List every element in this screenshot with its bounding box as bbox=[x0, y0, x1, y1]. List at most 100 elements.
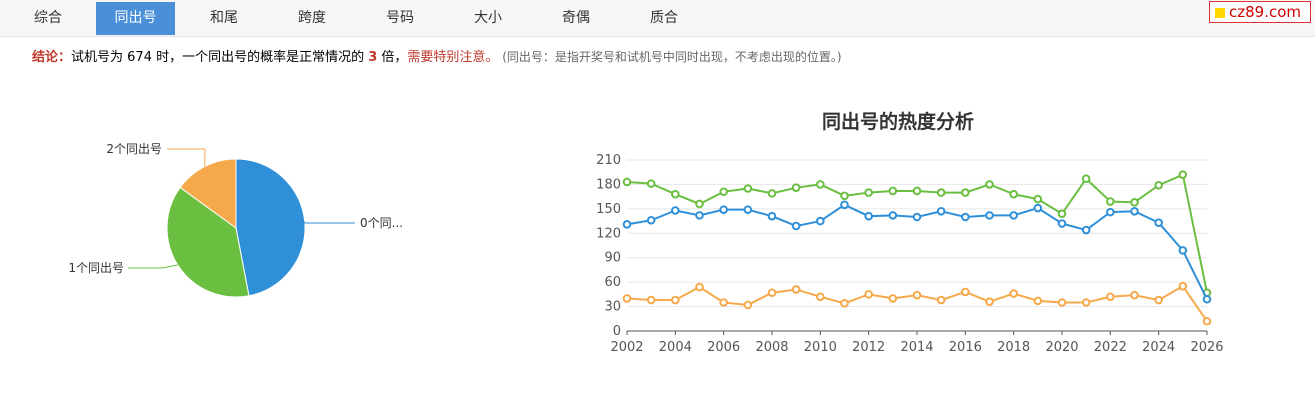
series-1-point[interactable] bbox=[936, 207, 946, 216]
series-2-point[interactable] bbox=[864, 290, 873, 299]
series-0-point[interactable] bbox=[1057, 209, 1067, 219]
series-2-point[interactable] bbox=[767, 288, 777, 298]
series-2-point[interactable] bbox=[1202, 316, 1212, 326]
pie-slice-1-same[interactable] bbox=[166, 186, 250, 298]
series-2-point[interactable] bbox=[719, 298, 728, 307]
series-2-point[interactable] bbox=[646, 295, 656, 305]
series-2-point[interactable] bbox=[1057, 298, 1067, 307]
series-2-point[interactable] bbox=[671, 295, 680, 305]
series-2-point[interactable] bbox=[985, 297, 994, 306]
series-0-point[interactable] bbox=[888, 186, 898, 196]
series-2-point[interactable] bbox=[1009, 289, 1018, 298]
series-1-point[interactable] bbox=[864, 211, 873, 221]
series-1-point[interactable] bbox=[791, 221, 801, 231]
series-1-point[interactable] bbox=[1057, 219, 1067, 228]
series-0-point[interactable] bbox=[1009, 189, 1018, 199]
series-0-point[interactable] bbox=[816, 180, 825, 189]
series-2-point[interactable] bbox=[816, 292, 825, 302]
series-0-point[interactable] bbox=[961, 188, 970, 197]
series-2-point[interactable] bbox=[622, 294, 632, 303]
series-0-point[interactable] bbox=[840, 191, 849, 201]
series-1-point[interactable] bbox=[767, 211, 777, 221]
y-tick-label: 120 bbox=[596, 226, 621, 241]
pie-slice-0-same[interactable] bbox=[235, 158, 306, 297]
series-0-point[interactable] bbox=[767, 189, 777, 198]
series-1-point[interactable] bbox=[888, 211, 898, 220]
y-tick-label: 60 bbox=[604, 275, 621, 290]
series-1-point[interactable] bbox=[840, 200, 849, 210]
tab-span[interactable]: 跨度 bbox=[298, 10, 326, 26]
series-1-point[interactable] bbox=[1154, 218, 1163, 227]
conclusion-multiplier: 3 bbox=[368, 50, 378, 65]
conclusion-text: 试机号为 674 时，一个同出号的概率是正常情况的 bbox=[71, 50, 369, 65]
series-1-point[interactable] bbox=[1033, 203, 1043, 213]
line-chart: 同出号的热度分析 0 30 60 90 120 150 180 210 2002 2004 2006… bbox=[596, 110, 1223, 355]
series-0-point[interactable] bbox=[936, 188, 946, 197]
series-0-point[interactable] bbox=[1106, 197, 1115, 206]
series-2-point[interactable] bbox=[1154, 295, 1163, 305]
series-1-point[interactable] bbox=[985, 211, 994, 220]
series-0-point[interactable] bbox=[743, 184, 753, 193]
series-0-point[interactable] bbox=[912, 186, 922, 196]
conclusion-text-2: 倍， bbox=[377, 50, 408, 65]
series-1-point[interactable] bbox=[622, 220, 632, 229]
series-0-point[interactable] bbox=[1178, 170, 1188, 179]
x-tick-label: 2016 bbox=[949, 340, 982, 355]
series-2-point[interactable] bbox=[791, 285, 801, 294]
tab-same-numbers[interactable]: 同出号 bbox=[96, 2, 175, 35]
series-0-point[interactable] bbox=[671, 189, 680, 199]
series-2-point[interactable] bbox=[961, 287, 970, 297]
tab-comprehensive[interactable]: 综合 bbox=[34, 10, 62, 26]
line-chart-title: 同出号的热度分析 bbox=[822, 110, 974, 133]
series-2-point[interactable] bbox=[840, 299, 849, 308]
series-2-point[interactable] bbox=[936, 295, 946, 305]
series-1-point[interactable] bbox=[1202, 294, 1212, 304]
series-0-point[interactable] bbox=[985, 180, 994, 189]
series-1-point[interactable] bbox=[1081, 225, 1091, 235]
series-2-point[interactable] bbox=[695, 282, 704, 292]
series-1-point[interactable] bbox=[719, 205, 728, 214]
pie-slice-2-same[interactable] bbox=[179, 158, 237, 229]
series-1-point[interactable] bbox=[816, 216, 825, 226]
logo-text: cz89.com bbox=[1229, 3, 1302, 21]
series-2-point[interactable] bbox=[743, 300, 753, 310]
series-2-point[interactable] bbox=[1106, 292, 1115, 302]
series-0-point[interactable] bbox=[719, 187, 728, 197]
series-2-point[interactable] bbox=[912, 290, 922, 300]
series-0-point[interactable] bbox=[864, 188, 873, 197]
series-1-point[interactable] bbox=[961, 212, 970, 222]
series-2-point[interactable] bbox=[888, 294, 898, 303]
tab-prime-composite[interactable]: 质合 bbox=[650, 10, 678, 26]
series-2-point[interactable] bbox=[1130, 290, 1139, 300]
series-1-point[interactable] bbox=[912, 212, 922, 222]
series-0-point[interactable] bbox=[646, 179, 656, 188]
series-1-point[interactable] bbox=[1106, 207, 1115, 217]
site-logo[interactable]: cz89.com bbox=[1209, 1, 1311, 23]
series-0-point[interactable] bbox=[1081, 174, 1091, 184]
series-2-point[interactable] bbox=[1178, 281, 1188, 291]
tab-sum-tail[interactable]: 和尾 bbox=[210, 10, 238, 26]
tab-numbers[interactable]: 号码 bbox=[386, 10, 414, 26]
series-2-point[interactable] bbox=[1081, 298, 1091, 307]
series-1-point[interactable] bbox=[671, 206, 680, 215]
series-1-point[interactable] bbox=[743, 205, 753, 214]
series-1-point[interactable] bbox=[1009, 211, 1018, 220]
series-0-point[interactable] bbox=[695, 199, 704, 209]
series-0-point[interactable] bbox=[1130, 198, 1139, 207]
series-1-point[interactable] bbox=[1178, 246, 1188, 255]
series-0-point[interactable] bbox=[791, 183, 801, 192]
tab-big-small[interactable]: 大小 bbox=[474, 10, 502, 26]
series-0-point[interactable] bbox=[1154, 180, 1163, 190]
pie-chart: 0个同... 1个同出号 2个同出号 bbox=[68, 142, 403, 298]
pie-label-line-0 bbox=[299, 221, 355, 224]
series-1-point[interactable] bbox=[695, 211, 704, 220]
series-0-point[interactable] bbox=[1033, 194, 1043, 204]
series-2-point[interactable] bbox=[1033, 296, 1043, 306]
series-1-point[interactable] bbox=[646, 215, 656, 225]
pie-label-1: 1个同出号 bbox=[68, 261, 124, 275]
series-0-point[interactable] bbox=[622, 177, 632, 187]
conclusion-line: 结论：试机号为 674 时，一个同出号的概率是正常情况的 3 倍，需要特别注意。… bbox=[32, 46, 842, 65]
tab-odd-even[interactable]: 奇偶 bbox=[562, 10, 590, 26]
x-tick-label: 2014 bbox=[900, 340, 933, 355]
series-1-point[interactable] bbox=[1130, 207, 1139, 216]
